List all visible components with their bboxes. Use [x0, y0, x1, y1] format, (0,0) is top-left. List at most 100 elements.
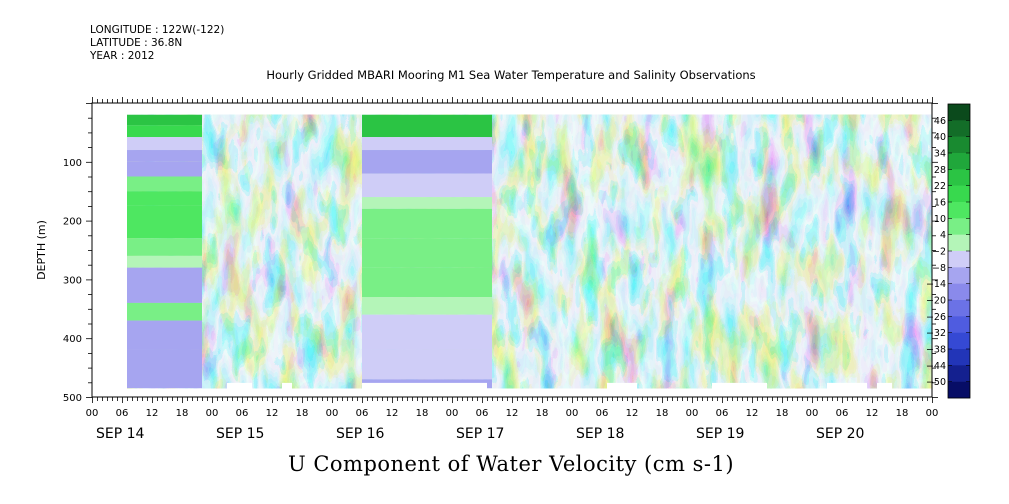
axes: 00 06 12 18 00 06 12 18 00 06 12 18 00 06 12 18 00 06 12 18…	[35, 97, 938, 442]
missing-data-gap	[877, 382, 892, 390]
colorbar-segment	[948, 153, 970, 170]
colorbar-segment	[948, 300, 970, 317]
colorbar-label: −38	[926, 345, 946, 356]
colorbar-label: 10	[934, 214, 946, 225]
day-label: SEP 17	[456, 426, 504, 442]
missing-data-gap	[607, 382, 637, 390]
heatmap-band-sep16	[362, 114, 492, 138]
colorbar-segment	[948, 234, 970, 252]
colorbar-label: 34	[934, 149, 946, 160]
colorbar-label: 28	[934, 165, 946, 176]
x-tick-label: 18	[176, 408, 189, 419]
longitude-label: LONGITUDE : 122W(-122)	[90, 24, 225, 36]
colorbar-label: −50	[926, 377, 946, 388]
colorbar-label: 40	[934, 132, 946, 143]
x-tick-label: 06	[356, 408, 369, 419]
day-label: SEP 18	[576, 426, 624, 442]
x-tick-label: 12	[266, 408, 279, 419]
colorbar-segment	[948, 332, 970, 350]
heatmap-band-sep14	[127, 161, 202, 177]
colorbar-segment	[948, 316, 970, 333]
y-tick-label: 500	[63, 393, 82, 404]
day-label: SEP 14	[96, 426, 145, 442]
heatmap-band-sep14	[127, 238, 202, 256]
day-label: SEP 16	[336, 426, 385, 442]
x-tick-label: 06	[596, 408, 609, 419]
colorbar-segment	[948, 169, 970, 186]
colorbar-segment	[948, 202, 970, 219]
x-tick-label: 18	[416, 408, 429, 419]
x-tick-label: 12	[626, 408, 639, 419]
y-tick-label: 300	[63, 275, 82, 286]
colorbar-segment	[948, 104, 970, 121]
colorbar: 46 40 34 28 22 16 10 4 −2 −8 −14 −20 −26 −32 −38 −44 −50	[926, 103, 971, 399]
x-tick-label: 00	[206, 408, 219, 419]
heatmap-band-sep14	[127, 255, 202, 268]
x-tick-label: 12	[866, 408, 879, 419]
colorbar-segment	[948, 218, 970, 235]
colorbar-segment	[948, 185, 970, 203]
heatmap-band-sep16	[362, 267, 492, 298]
heatmap-band-sep16	[362, 150, 492, 174]
x-tick-label: 06	[716, 408, 729, 419]
x-tick-label: 06	[476, 408, 489, 419]
heatmap-band-sep14	[127, 267, 202, 303]
colorbar-segment	[948, 251, 970, 268]
colorbar-label: 4	[940, 230, 946, 241]
colorbar-segment	[948, 267, 970, 284]
x-tick-label: 00	[806, 408, 819, 419]
year-label: YEAR : 2012	[90, 50, 155, 62]
missing-data-gap	[712, 382, 767, 390]
colorbar-segment	[948, 349, 970, 366]
missing-data-gap	[827, 382, 867, 390]
colorbar-segment	[948, 136, 970, 154]
x-tick-label: 12	[146, 408, 159, 419]
heatmap-band-sep16	[362, 208, 492, 239]
heatmap-band-sep14	[127, 349, 202, 389]
x-tick-label: 06	[836, 408, 849, 419]
colorbar-label: 16	[934, 198, 946, 209]
heatmap-field	[127, 114, 932, 390]
x-tick-label: 18	[656, 408, 669, 419]
y-tick-label: 400	[63, 334, 82, 345]
colorbar-segment	[948, 120, 970, 137]
x-tick-label: 06	[116, 408, 129, 419]
colorbar-label: −44	[926, 361, 946, 372]
heatmap-field-noise	[127, 114, 932, 389]
colorbar-label: 22	[934, 181, 946, 192]
metadata-block: LONGITUDE : 122W(-122) LATITUDE : 36.8N …	[90, 24, 224, 63]
missing-data-gap	[362, 382, 487, 390]
chart-title: Hourly Gridded MBARI Mooring M1 Sea Wate…	[266, 68, 756, 82]
x-tick-label: 12	[746, 408, 759, 419]
day-label: SEP 20	[816, 426, 864, 442]
variable-title: U Component of Water Velocity (cm s-1)	[287, 452, 735, 476]
heatmap-band-sep16	[362, 297, 492, 315]
heatmap-band-sep14	[127, 191, 202, 206]
colorbar-label: 46	[934, 116, 946, 127]
colorbar-segment	[948, 365, 970, 382]
heatmap-band-sep14	[127, 150, 202, 162]
heatmap-band-sep16	[362, 238, 492, 268]
plot-frame	[91, 102, 933, 398]
heatmap-band-sep16	[362, 137, 492, 151]
heatmap-band-sep14	[127, 205, 202, 239]
colorbar-label: −8	[932, 263, 946, 274]
day-label: SEP 19	[696, 426, 744, 442]
heatmap-band-sep16	[362, 314, 492, 350]
x-tick-label: 12	[386, 408, 399, 419]
latitude-label: LATITUDE : 36.8N	[90, 37, 183, 49]
heatmap-band-sep14	[127, 137, 202, 151]
x-tick-label: 00	[326, 408, 339, 419]
x-tick-label: 18	[896, 408, 909, 419]
day-label: SEP 15	[216, 426, 264, 442]
y-tick-label: 100	[63, 158, 82, 169]
x-tick-label: 18	[296, 408, 309, 419]
heatmap-band-sep16	[362, 197, 492, 209]
missing-data-gap	[227, 382, 252, 390]
colorbar-label: −32	[926, 328, 946, 339]
missing-data-gap	[282, 382, 292, 390]
heatmap-band-sep14	[127, 125, 202, 138]
x-tick-label: 00	[686, 408, 699, 419]
colorbar-label: −20	[926, 296, 946, 307]
x-tick-label: 18	[776, 408, 789, 419]
